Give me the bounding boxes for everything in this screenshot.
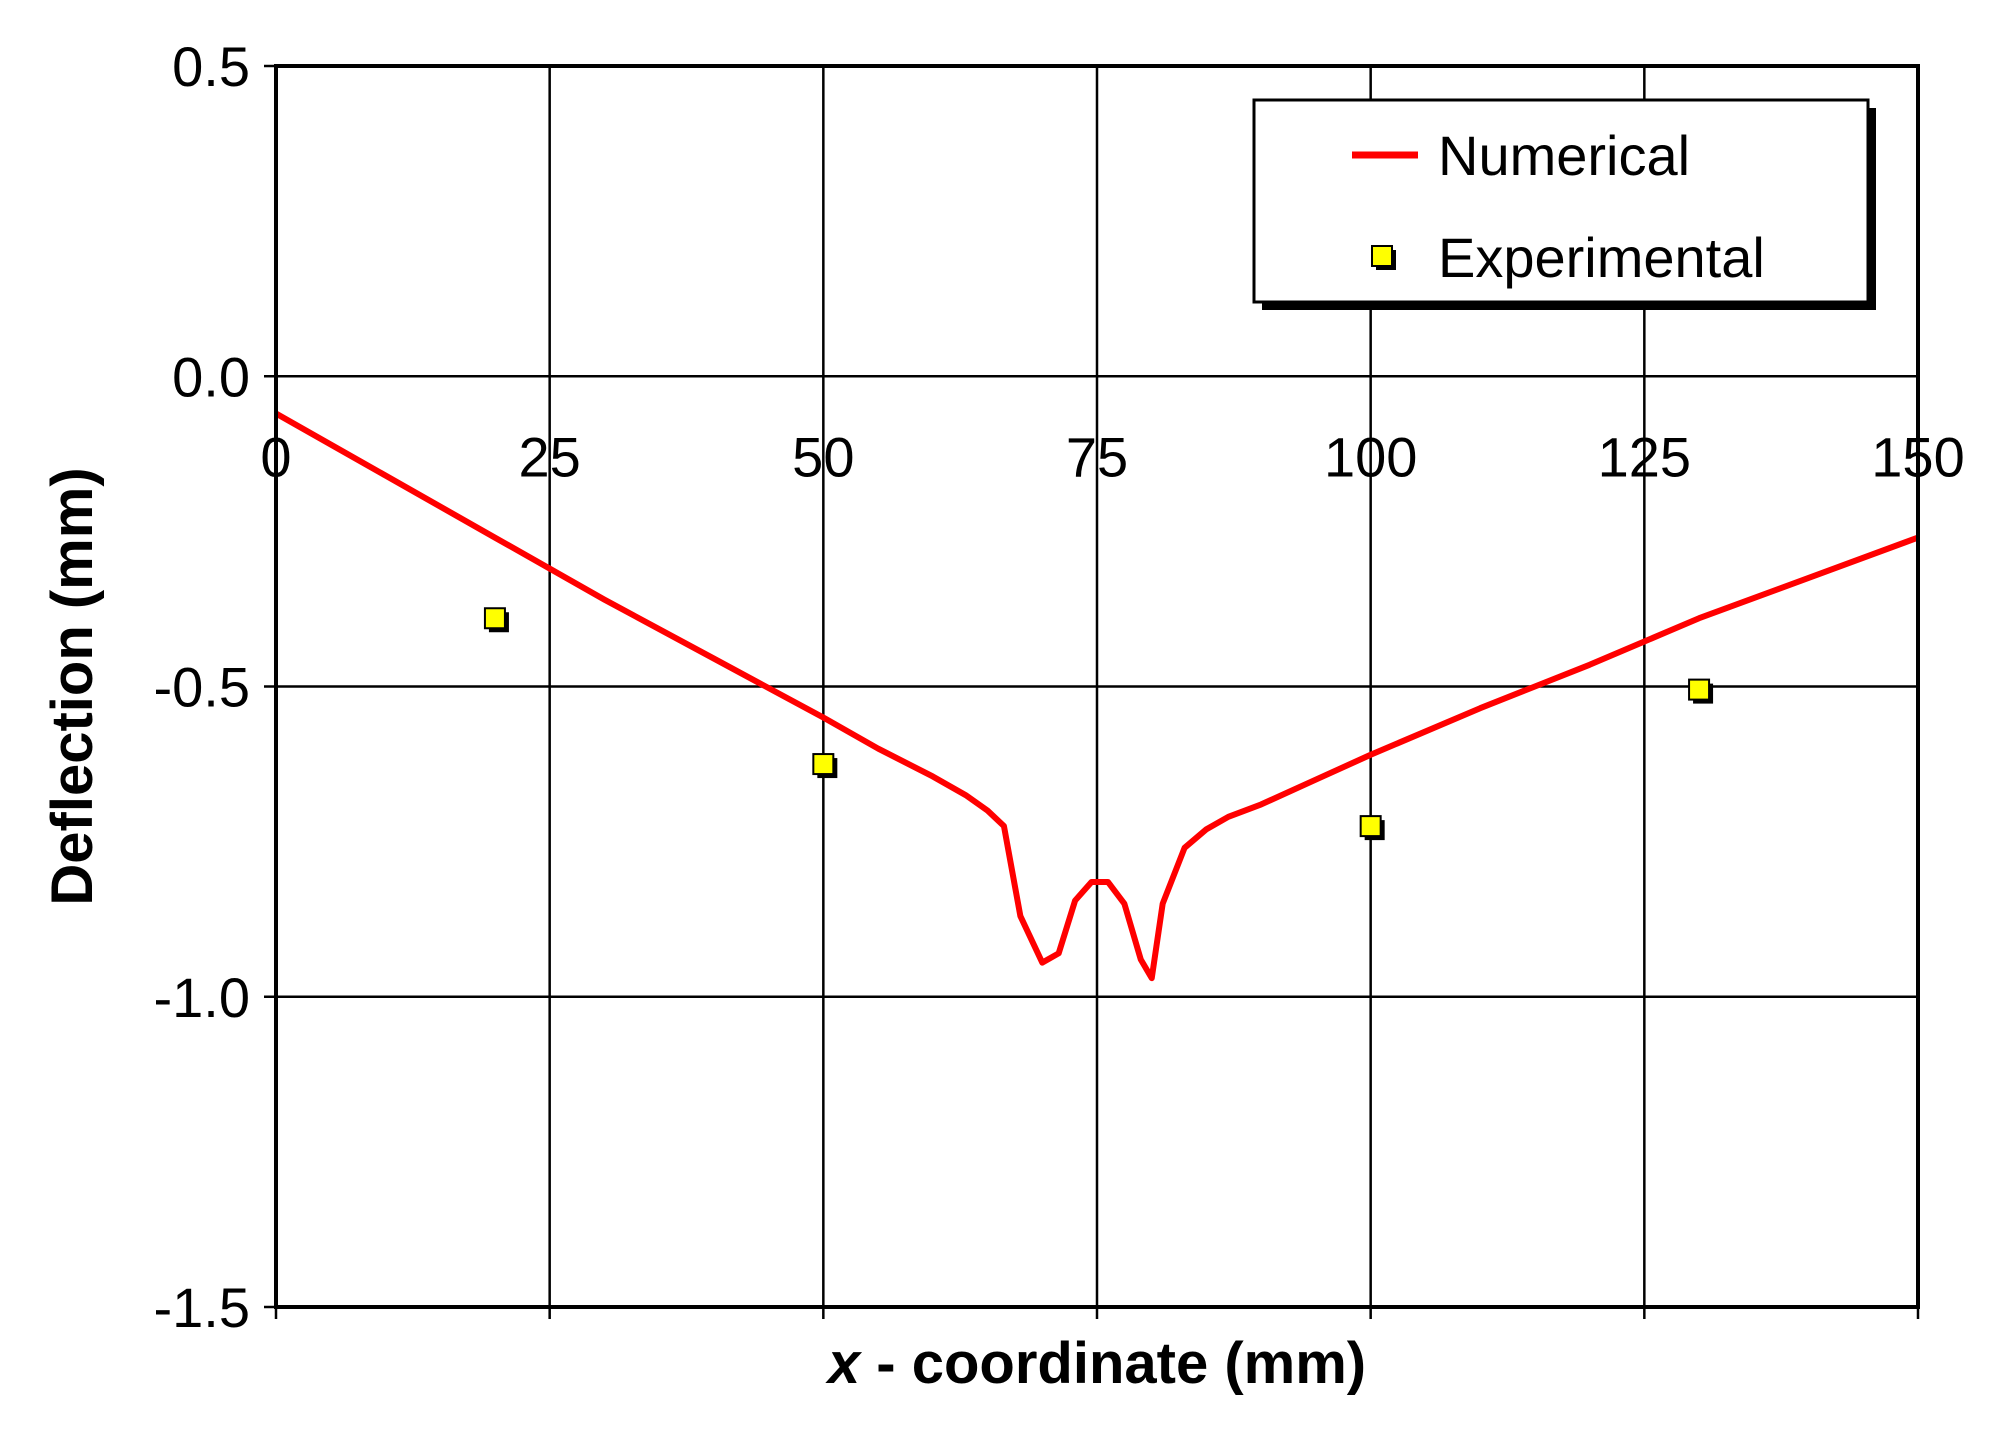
x-tick-label: 25: [519, 425, 581, 488]
x-tick-label: 100: [1324, 425, 1417, 488]
plot-frame: [274, 64, 1920, 1309]
y-tick-label: 0.5: [172, 35, 250, 98]
y-axis-title: Deflection (mm): [40, 467, 105, 905]
x-axis-title: x - coordinate (mm): [825, 1331, 1366, 1396]
experimental-point: [1688, 678, 1714, 704]
x-tick-label: 50: [792, 425, 854, 488]
experimental-point: [1359, 815, 1385, 841]
y-tick-label: -0.5: [154, 656, 251, 719]
experimental-point: [812, 753, 838, 779]
x-tick-label: 125: [1598, 425, 1691, 488]
y-tick-label: 0.0: [172, 345, 250, 408]
numerical-line: [274, 410, 1920, 982]
legend: Numerical Experimental: [1252, 98, 1876, 310]
legend-experimental-label: Experimental: [1438, 226, 1765, 289]
x-tick-labels: 0 25 50 75 100 125 150: [260, 425, 1964, 488]
x-axis-variable: x: [825, 1331, 863, 1396]
y-tick-labels: 0.5 0.0 -0.5 -1.0 -1.5: [154, 35, 251, 1339]
legend-box: [1252, 98, 1870, 304]
y-tick-label: -1.0: [154, 966, 251, 1029]
x-tick-label: 75: [1066, 425, 1128, 488]
series-layer: [274, 410, 1920, 982]
y-tick-label: -1.5: [154, 1276, 251, 1339]
legend-experimental-swatch: [1371, 245, 1393, 267]
experimental-point: [483, 607, 509, 633]
legend-numerical-label: Numerical: [1438, 124, 1690, 187]
x-axis-title-text: - coordinate (mm): [860, 1331, 1366, 1396]
